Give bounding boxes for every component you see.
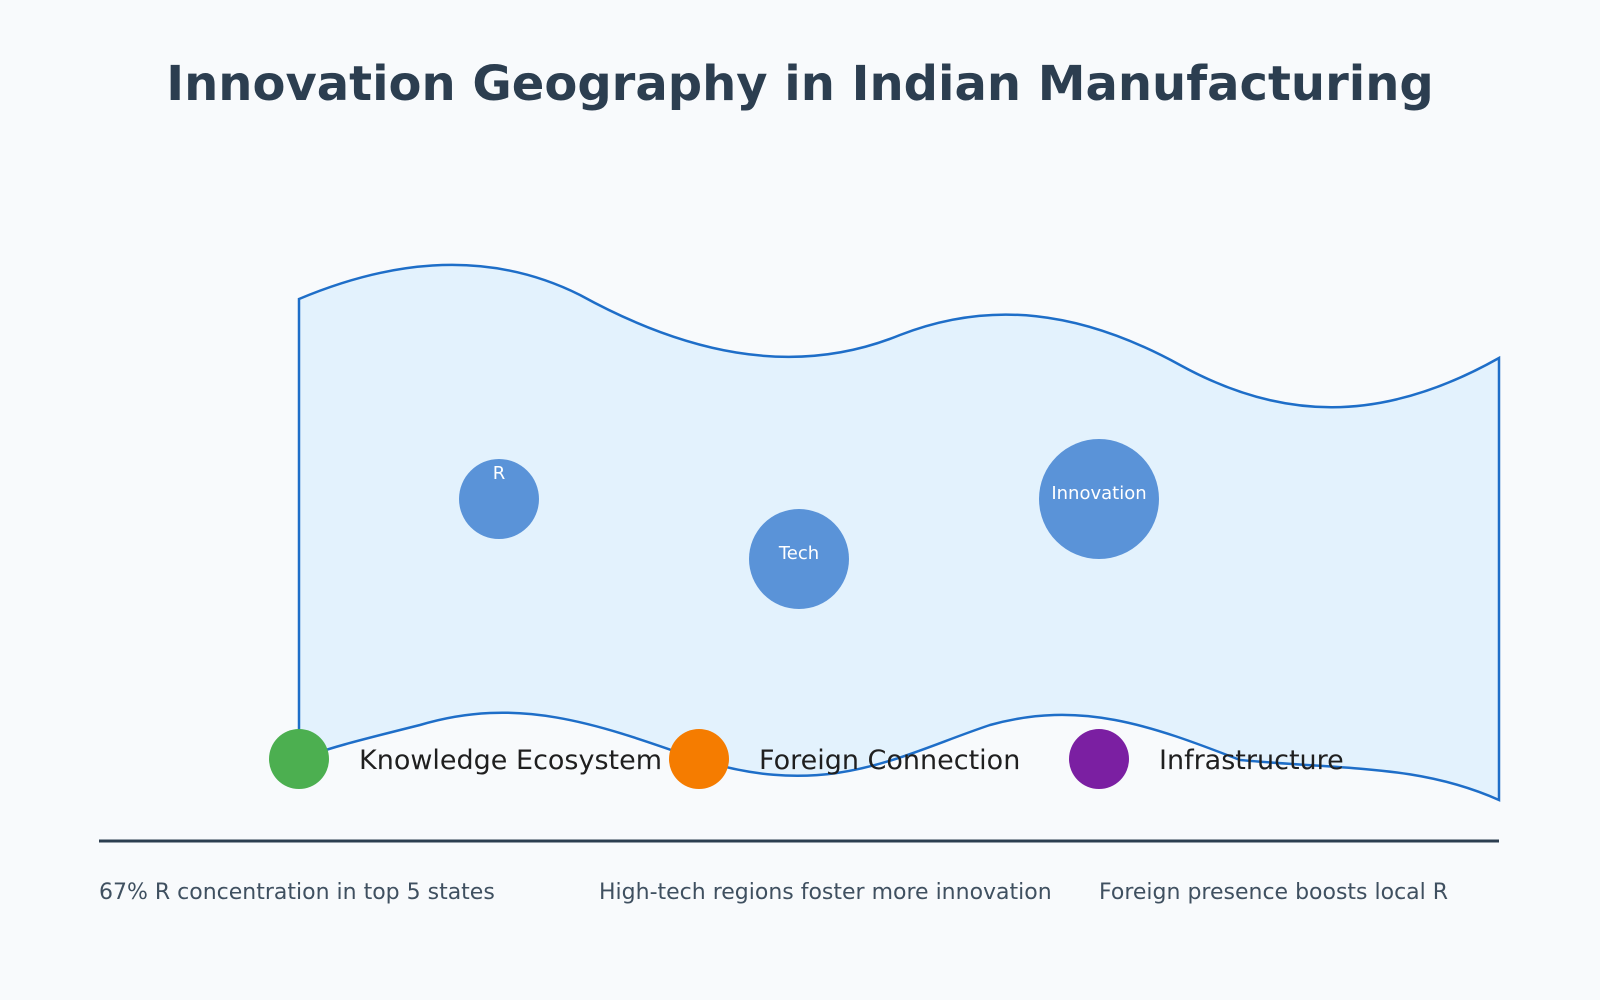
bubble-tech: Tech [749, 509, 849, 609]
stats-row: 67% R concentration in top 5 states High… [99, 880, 1448, 905]
stat-text: 67% R concentration in top 5 states [99, 880, 495, 905]
legend-item-knowledge-ecosystem: Knowledge Ecosystem [269, 729, 662, 789]
legend-label: Knowledge Ecosystem [359, 745, 662, 776]
legend-marker [1069, 729, 1129, 789]
stat-text: High-tech regions foster more innovation [599, 880, 1052, 905]
stat-text: Foreign presence boosts local R [1099, 880, 1448, 905]
legend-marker [669, 729, 729, 789]
bubble-circle [749, 509, 849, 609]
map-region [297, 263, 1501, 802]
bubble-innovation: Innovation [1039, 439, 1159, 559]
legend: Knowledge Ecosystem Foreign Connection I… [269, 729, 1344, 789]
legend-label: Foreign Connection [759, 745, 1020, 776]
bubble-circle [1039, 439, 1159, 559]
legend-label: Infrastructure [1159, 745, 1344, 776]
legend-marker [269, 729, 329, 789]
bubble-rd: R [459, 459, 539, 539]
bubble-circle [459, 459, 539, 539]
page-title: Innovation Geography in Indian Manufactu… [166, 56, 1433, 112]
bubble-label: R [493, 463, 506, 484]
bubble-label: Tech [778, 543, 819, 564]
legend-item-foreign-connection: Foreign Connection [669, 729, 1020, 789]
bubble-label: Innovation [1051, 483, 1146, 504]
legend-item-infrastructure: Infrastructure [1069, 729, 1344, 789]
